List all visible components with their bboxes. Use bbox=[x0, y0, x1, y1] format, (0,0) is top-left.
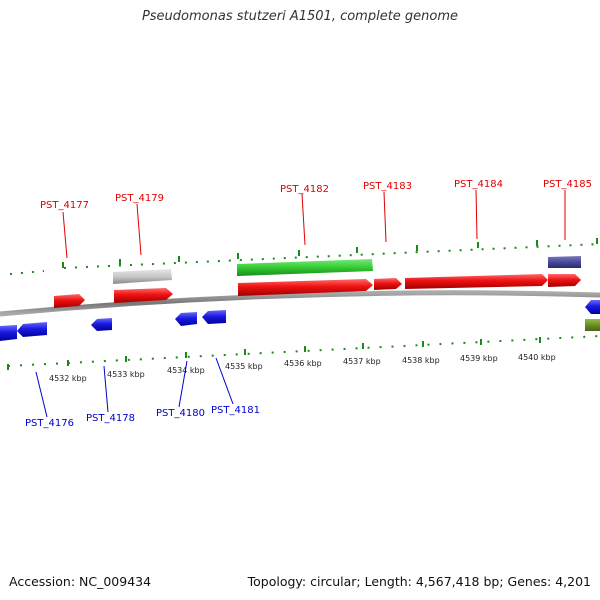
gene-edge-blue[interactable] bbox=[585, 300, 600, 314]
label-pst-4178: PST_4178 bbox=[86, 413, 135, 424]
gene-pst-4185[interactable] bbox=[548, 274, 581, 287]
gene-pst-4182[interactable] bbox=[238, 279, 373, 296]
topology-label: Topology: circular; Length: 4,567,418 bp… bbox=[247, 574, 591, 589]
tick-label: 4533 kbp bbox=[107, 370, 145, 379]
tick-label: 4537 kbp bbox=[343, 357, 381, 366]
label-pst-4179: PST_4179 bbox=[115, 193, 164, 204]
tick-label: 4539 kbp bbox=[460, 354, 498, 363]
gene-pst-4176[interactable] bbox=[17, 322, 47, 337]
reverse-gene-labels: PST_4176 PST_4178 PST_4180 PST_4181 bbox=[25, 357, 260, 429]
inner-tick-arc bbox=[7, 335, 600, 370]
grey-feature[interactable] bbox=[113, 269, 172, 284]
label-pst-4183: PST_4183 bbox=[363, 181, 412, 192]
genome-backbone bbox=[0, 290, 600, 317]
label-pst-4185: PST_4185 bbox=[543, 179, 592, 190]
olive-feature[interactable] bbox=[585, 319, 600, 331]
green-feature[interactable] bbox=[237, 259, 373, 276]
outer-tick-arc bbox=[9, 238, 600, 275]
gene-pst-4178[interactable] bbox=[91, 318, 112, 331]
gene-pst-4184[interactable] bbox=[405, 274, 548, 289]
label-pst-4182: PST_4182 bbox=[280, 184, 329, 195]
label-pst-4181: PST_4181 bbox=[211, 405, 260, 416]
gene-pst-4181[interactable] bbox=[202, 310, 226, 324]
tick-label: 4538 kbp bbox=[402, 356, 440, 365]
gene-pst-4180[interactable] bbox=[175, 312, 197, 326]
map-title: Pseudomonas stutzeri A1501, complete gen… bbox=[141, 9, 459, 24]
tick-label: 4540 kbp bbox=[518, 353, 556, 362]
forward-gene-labels: PST_4177 PST_4179 PST_4182 PST_4183 PST_… bbox=[40, 179, 592, 259]
gene-pst-4179[interactable] bbox=[114, 288, 173, 303]
accession-label: Accession: NC_009434 bbox=[9, 574, 152, 589]
label-pst-4176: PST_4176 bbox=[25, 418, 74, 429]
label-pst-4180: PST_4180 bbox=[156, 408, 205, 419]
tick-label: 4536 kbp bbox=[284, 359, 322, 368]
tick-label: 4532 kbp bbox=[49, 374, 87, 383]
gene-pst-4177[interactable] bbox=[54, 294, 85, 308]
gene-pst-4175[interactable] bbox=[0, 325, 17, 341]
label-pst-4177: PST_4177 bbox=[40, 200, 89, 211]
gene-pst-4183[interactable] bbox=[374, 278, 402, 290]
label-pst-4184: PST_4184 bbox=[454, 179, 503, 190]
tick-label: 4535 kbp bbox=[225, 362, 263, 371]
navy-feature[interactable] bbox=[548, 256, 581, 268]
